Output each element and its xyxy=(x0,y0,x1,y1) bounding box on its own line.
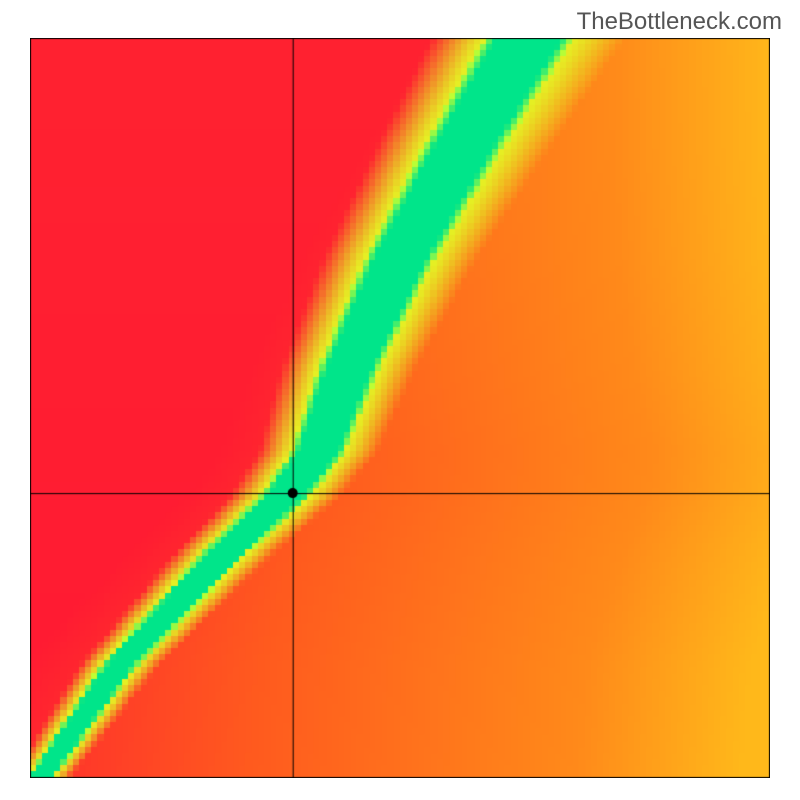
bottleneck-heatmap xyxy=(30,38,770,778)
chart-container: TheBottleneck.com xyxy=(0,0,800,800)
watermark-text: TheBottleneck.com xyxy=(577,8,782,36)
